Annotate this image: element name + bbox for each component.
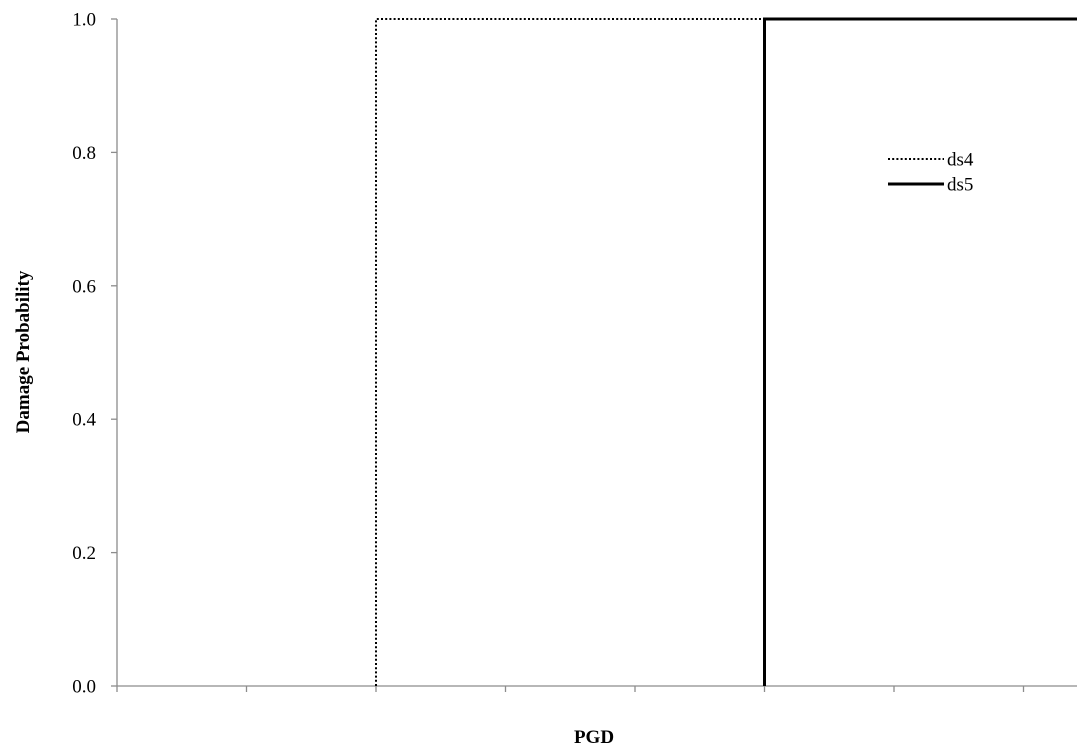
x-axis-title: PGD xyxy=(574,727,614,748)
y-tick-label: 0.4 xyxy=(72,410,96,431)
legend-label-ds5: ds5 xyxy=(947,175,973,196)
y-axis: 0.0 0.2 0.4 0.6 0.8 1.0 xyxy=(72,10,118,698)
legend-label-ds4: ds4 xyxy=(947,150,974,171)
series-line-ds4 xyxy=(375,18,765,686)
x-axis xyxy=(116,685,1077,692)
y-tick-label: 1.0 xyxy=(72,10,96,31)
y-tick-label: 0.2 xyxy=(72,543,96,564)
y-axis-title: Damage Probability xyxy=(13,270,34,433)
series-layer xyxy=(375,17,1077,686)
y-tick-label: 0.8 xyxy=(72,143,96,164)
series-line-ds5 xyxy=(763,17,1077,686)
y-tick-label: 0.0 xyxy=(72,677,96,698)
y-tick-label: 0.6 xyxy=(72,276,96,297)
